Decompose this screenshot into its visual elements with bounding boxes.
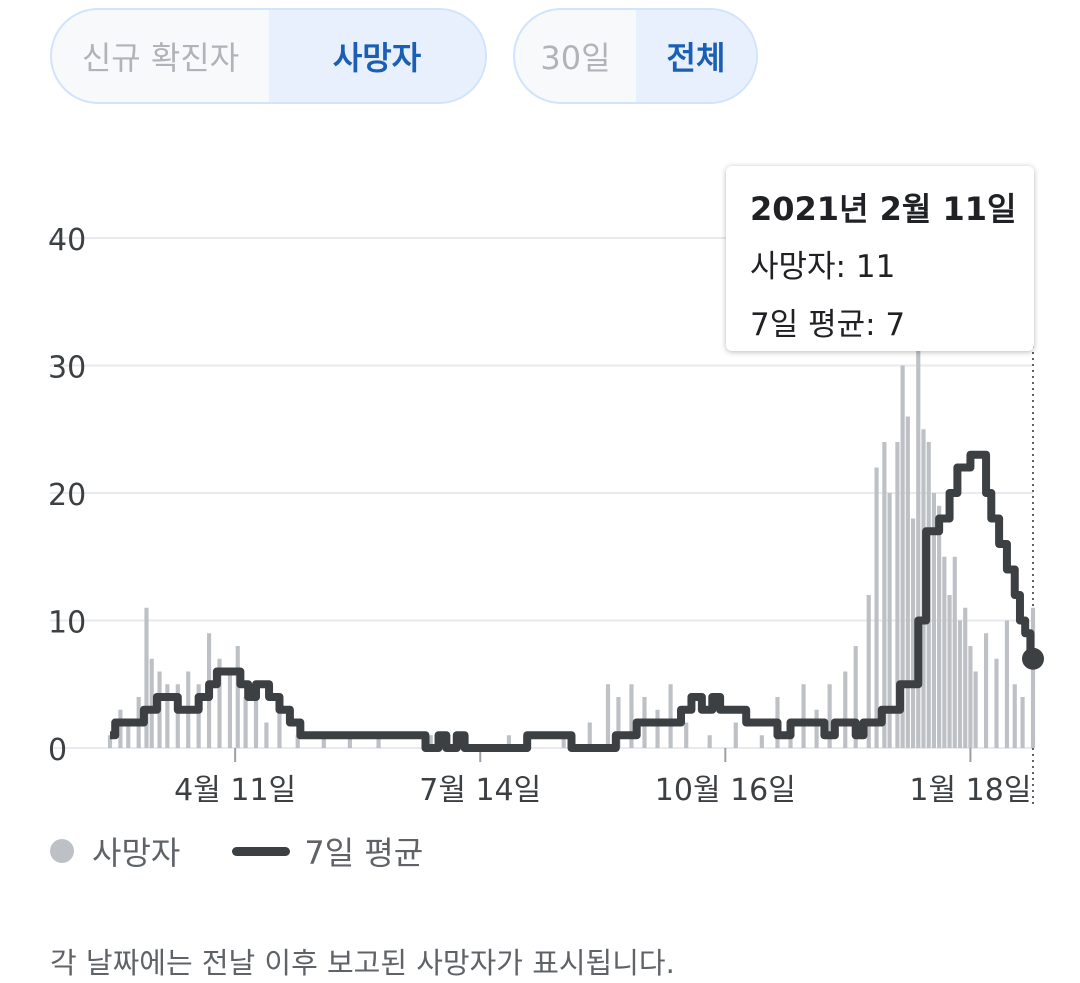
- deaths-bar: [126, 722, 131, 748]
- deaths-bar: [1020, 697, 1025, 748]
- deaths-bar: [605, 684, 611, 748]
- deaths-bar: [217, 658, 222, 748]
- deaths-bar: [684, 722, 689, 748]
- tooltip-deaths: 사망자: 11: [750, 249, 896, 285]
- deaths-bar: [968, 646, 973, 748]
- deaths-bar: [759, 735, 764, 748]
- deaths-bar: [733, 722, 738, 748]
- deaths-bar: [895, 442, 900, 748]
- deaths-bar: [973, 671, 978, 748]
- deaths-bar: [1004, 620, 1010, 748]
- chart-legend: 사망자 7일 평균: [50, 830, 423, 872]
- deaths-bar: [295, 735, 300, 748]
- deaths-legend-label: 사망자: [92, 834, 181, 872]
- deaths-bar: [916, 238, 921, 748]
- deaths-bar: [428, 735, 433, 748]
- deaths-bar: [107, 735, 113, 748]
- deaths-bar: [942, 556, 947, 748]
- y-tick-label: 20: [48, 478, 86, 513]
- deaths-bar: [910, 518, 916, 748]
- deaths-bar: [149, 658, 154, 748]
- deaths-bar: [707, 735, 712, 748]
- y-tick-label: 10: [48, 606, 86, 641]
- average-line: [110, 450, 1035, 752]
- y-tick-label: 0: [48, 733, 67, 768]
- range-30-days-option[interactable]: 30일: [540, 39, 611, 77]
- new-cases-option[interactable]: 신규 확진자: [81, 39, 240, 77]
- deaths-legend-swatch: [50, 839, 74, 863]
- x-tick-label: 1월 18일: [909, 773, 1031, 808]
- deaths-bar: [931, 493, 937, 748]
- deaths-bar: [264, 722, 269, 748]
- deaths-chart[interactable]: 0 10 20 30 40 4월 11일 7월 14일 10월 16일 1월 18일: [0, 150, 1080, 830]
- deaths-bar: [801, 684, 806, 748]
- chart-tooltip: 2021년 2월 11일 사망자: 11 7일 평균: 7: [726, 166, 1034, 351]
- x-tick-label: 10월 16일: [655, 773, 796, 808]
- deaths-bar: [887, 493, 892, 748]
- x-tick-label: 7월 14일: [419, 773, 541, 808]
- deaths-bar: [165, 684, 170, 748]
- deaths-bar: [347, 735, 352, 748]
- deaths-bar: [118, 709, 123, 748]
- y-tick-label: 40: [48, 223, 86, 258]
- deaths-bar: [668, 684, 673, 748]
- average-legend-swatch: [232, 846, 291, 856]
- chart-footnote: 각 날짜에는 전날 이후 보고된 사망자가 표시됩니다.: [50, 946, 675, 980]
- range-toggle: 30일 전체: [513, 8, 758, 104]
- tooltip-average: 7일 평균: 7: [750, 307, 906, 343]
- deaths-bar: [900, 365, 905, 748]
- deaths-bar: [376, 735, 381, 748]
- range-all-option[interactable]: 전체: [636, 10, 756, 102]
- deaths-bar: [1030, 607, 1036, 748]
- deaths-bar: [235, 646, 240, 748]
- deaths-bar: [1012, 684, 1017, 748]
- deaths-option[interactable]: 사망자: [269, 10, 485, 102]
- deaths-bar: [957, 620, 963, 748]
- deaths-bar: [277, 709, 282, 748]
- tooltip-date: 2021년 2월 11일: [750, 190, 1017, 228]
- deaths-bar: [227, 671, 233, 748]
- deaths-bar: [882, 442, 887, 748]
- deaths-bar: [983, 633, 989, 748]
- deaths-bar: [827, 684, 832, 748]
- deaths-bar: [853, 646, 858, 748]
- deaths-bar: [814, 709, 819, 748]
- deaths-bar: [243, 697, 248, 748]
- deaths-bar: [937, 505, 942, 748]
- deaths-bar: [196, 684, 201, 748]
- x-tick-label: 4월 11일: [174, 773, 296, 808]
- deaths-bar: [506, 735, 512, 748]
- average-legend-label: 7일 평균: [304, 834, 424, 872]
- deaths-bar: [175, 684, 180, 748]
- deaths-bar: [952, 556, 957, 748]
- deaths-bar: [629, 684, 634, 748]
- deaths-bar: [321, 735, 326, 748]
- highlight-point: [1022, 647, 1044, 670]
- y-tick-label: 30: [48, 351, 86, 386]
- deaths-bar: [253, 697, 259, 748]
- deaths-bar: [144, 607, 149, 748]
- deaths-bar: [947, 595, 952, 748]
- metric-toggle: 신규 확진자 사망자: [50, 8, 487, 104]
- deaths-bar: [866, 595, 871, 748]
- deaths-bar: [561, 735, 566, 748]
- deaths-bar: [843, 671, 848, 748]
- deaths-bar: [905, 416, 910, 748]
- deaths-bar: [874, 467, 879, 748]
- deaths-bar: [655, 709, 660, 748]
- deaths-bar: [963, 607, 968, 748]
- deaths-bar: [587, 722, 592, 748]
- deaths-bar: [994, 658, 999, 748]
- deaths-bar: [616, 697, 621, 748]
